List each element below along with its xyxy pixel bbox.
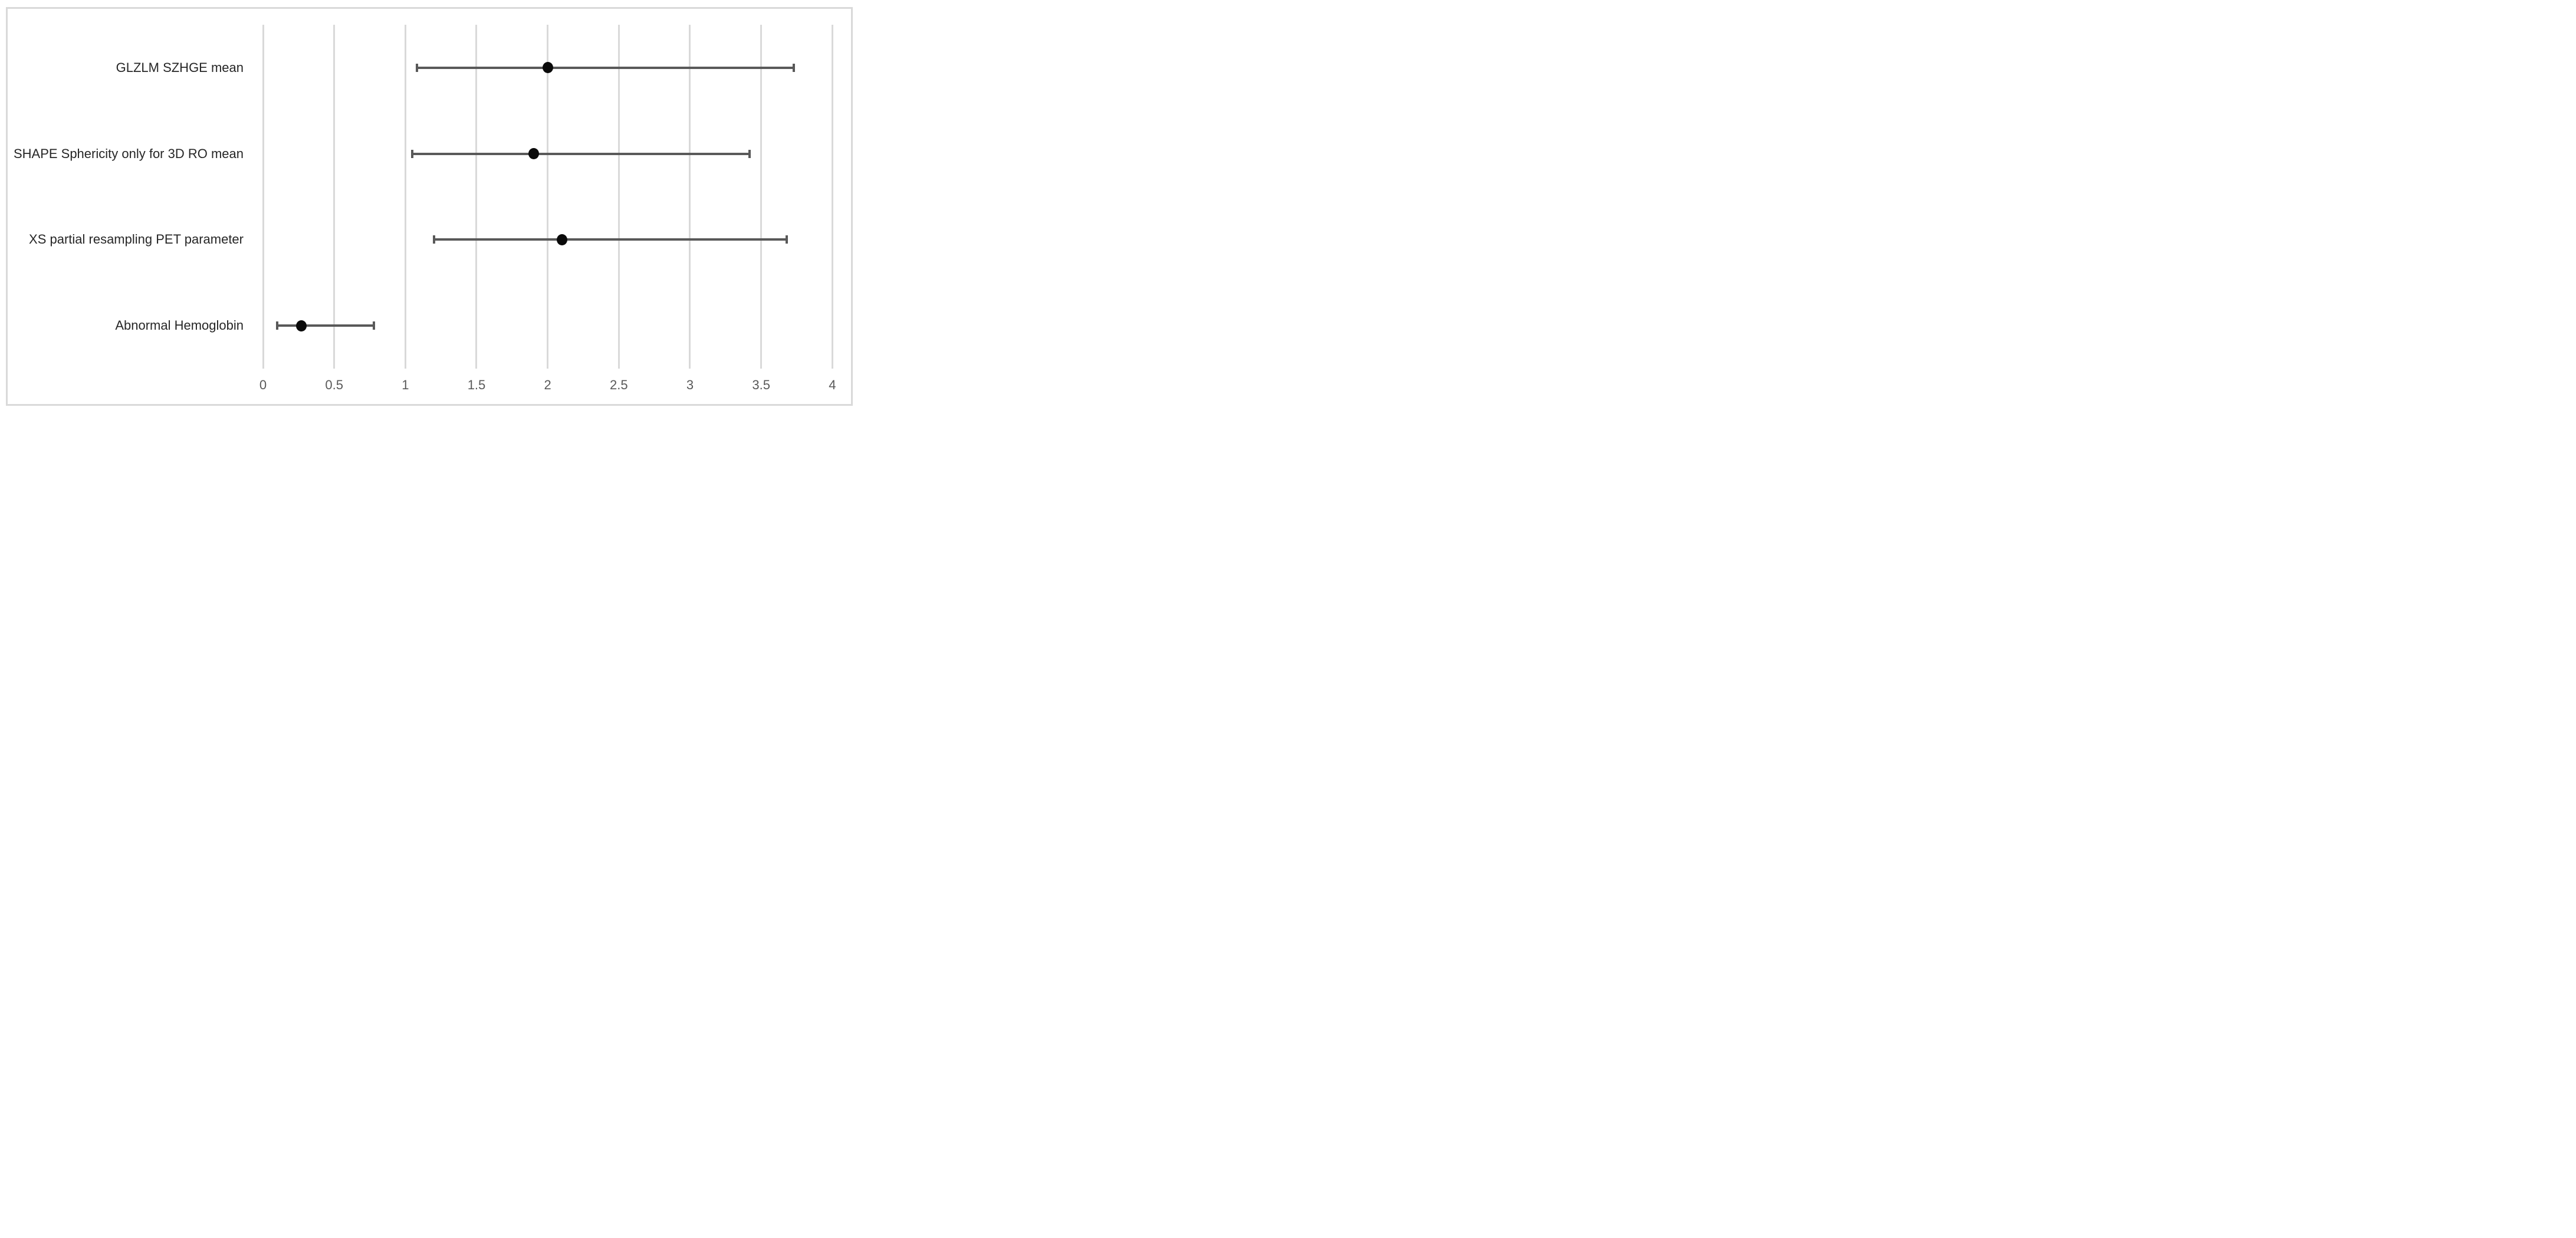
point-estimate-marker <box>542 62 553 74</box>
gridline <box>547 25 549 369</box>
error-bar <box>433 238 787 241</box>
x-tick-label: 1 <box>402 377 409 392</box>
ci-lower-cap <box>276 321 279 330</box>
x-tick-label: 2.5 <box>610 377 628 392</box>
category-label: XS partial resampling PET parameter <box>29 232 244 247</box>
x-tick-label: 3 <box>686 377 694 392</box>
forest-plot: 0 0.5 1 1.5 2 2.5 3 3.5 4 GLZLM SZHGE mean SHAPE S… <box>0 0 859 413</box>
ci-upper-cap <box>786 235 788 244</box>
gridline <box>475 25 478 369</box>
x-tick-label: 0.5 <box>325 377 343 392</box>
category-label: Abnormal Hemoglobin <box>115 318 244 333</box>
ci-upper-cap <box>748 149 751 158</box>
gridline <box>262 25 264 369</box>
x-tick-label: 1.5 <box>467 377 486 392</box>
error-bar <box>412 152 750 155</box>
ci-upper-cap <box>373 321 376 330</box>
category-label: SHAPE Sphericity only for 3D RO mean <box>13 146 244 161</box>
gridline <box>689 25 691 369</box>
gridline <box>404 25 406 369</box>
gridline <box>831 25 833 369</box>
point-estimate-marker <box>296 320 307 331</box>
x-tick-label: 2 <box>544 377 551 392</box>
chart-frame <box>6 7 853 406</box>
ci-upper-cap <box>793 63 796 72</box>
category-label: GLZLM SZHGE mean <box>116 60 244 75</box>
point-estimate-marker <box>528 148 539 160</box>
x-tick-label: 4 <box>829 377 836 392</box>
x-tick-label: 0 <box>259 377 267 392</box>
gridline <box>333 25 336 369</box>
ci-lower-cap <box>432 235 435 244</box>
error-bar <box>277 324 374 327</box>
x-tick-label: 3.5 <box>752 377 770 392</box>
point-estimate-marker <box>556 234 567 245</box>
gridline <box>617 25 620 369</box>
ci-lower-cap <box>411 149 414 158</box>
gridline <box>760 25 763 369</box>
error-bar <box>416 66 794 69</box>
ci-lower-cap <box>415 63 418 72</box>
